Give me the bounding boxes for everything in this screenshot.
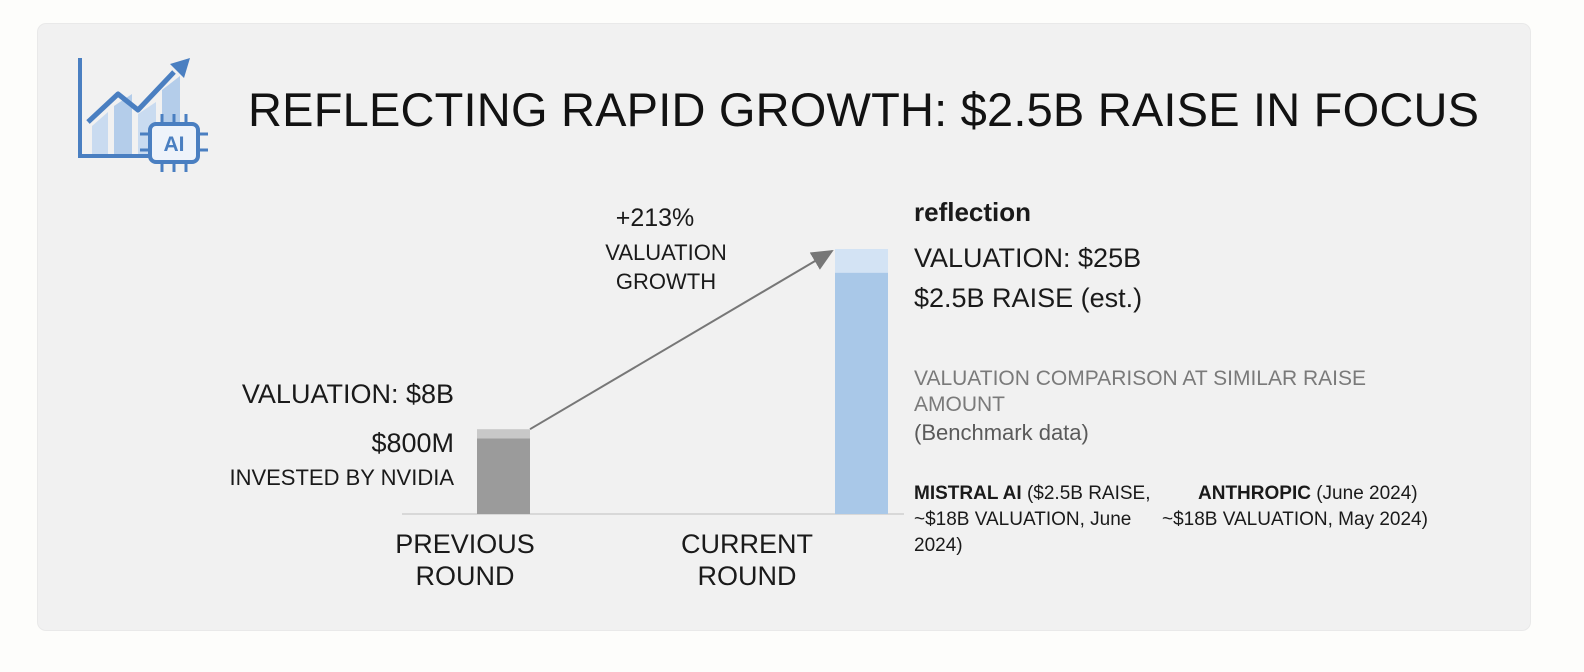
growth-label-line2: GROWTH (615, 269, 717, 294)
page-title: REFLECTING RAPID GROWTH: $2.5B RAISE IN … (248, 83, 1480, 136)
category-previous-round: PREVIOUS ROUND (378, 528, 552, 592)
comparison-subtitle: (Benchmark data) (914, 420, 1089, 445)
svg-text:AI: AI (164, 133, 185, 156)
comparison-item-detail-2: ~$18B VALUATION, May 2024) (1162, 509, 1428, 530)
comparison-title: VALUATION COMPARISON AT SIMILAR RAISE AM… (914, 367, 1366, 416)
category-previous-line2: ROUND (415, 561, 515, 591)
category-previous-line1: PREVIOUS (395, 529, 535, 559)
bar-current-valuation (835, 272, 888, 514)
bar-previous-valuation (477, 438, 530, 514)
growth-label-line1: VALUATION (605, 240, 727, 265)
previous-valuation-label: VALUATION: $8B (241, 379, 454, 409)
comparison-item-name: MISTRAL AI (914, 483, 1022, 504)
current-raise-label: $2.5B RAISE (est.) (914, 283, 1143, 313)
comparison-item-mistral: MISTRAL AI ($2.5B RAISE, ~$18B VALUATION… (914, 481, 1164, 559)
current-valuation-label: VALUATION: $25B (914, 243, 1142, 273)
comparison-item-detail: (June 2024) (1310, 483, 1418, 504)
growth-chart-ai-chip-icon: AI (78, 58, 208, 172)
category-current-line1: CURRENT (681, 529, 813, 559)
growth-arrow (529, 249, 834, 431)
comparison-item-detail: ($2.5B RAISE, ~$18B VALUATION, June 2024… (914, 483, 1151, 556)
comparison-item-anthropic: ANTHROPIC (June 2024) ~$18B VALUATION, M… (1162, 481, 1462, 533)
previous-investor-label: INVESTED BY NVIDIA (229, 465, 454, 490)
infographic-card (38, 24, 1530, 630)
growth-label: VALUATION GROWTH (580, 238, 752, 296)
previous-amount-label: $800M (371, 428, 454, 458)
comparison-item-name: ANTHROPIC (1198, 483, 1311, 504)
category-current-line2: ROUND (697, 561, 797, 591)
company-name: reflection (914, 197, 1032, 227)
category-current-round: CURRENT ROUND (660, 528, 834, 592)
growth-percent: +213% (615, 204, 695, 232)
